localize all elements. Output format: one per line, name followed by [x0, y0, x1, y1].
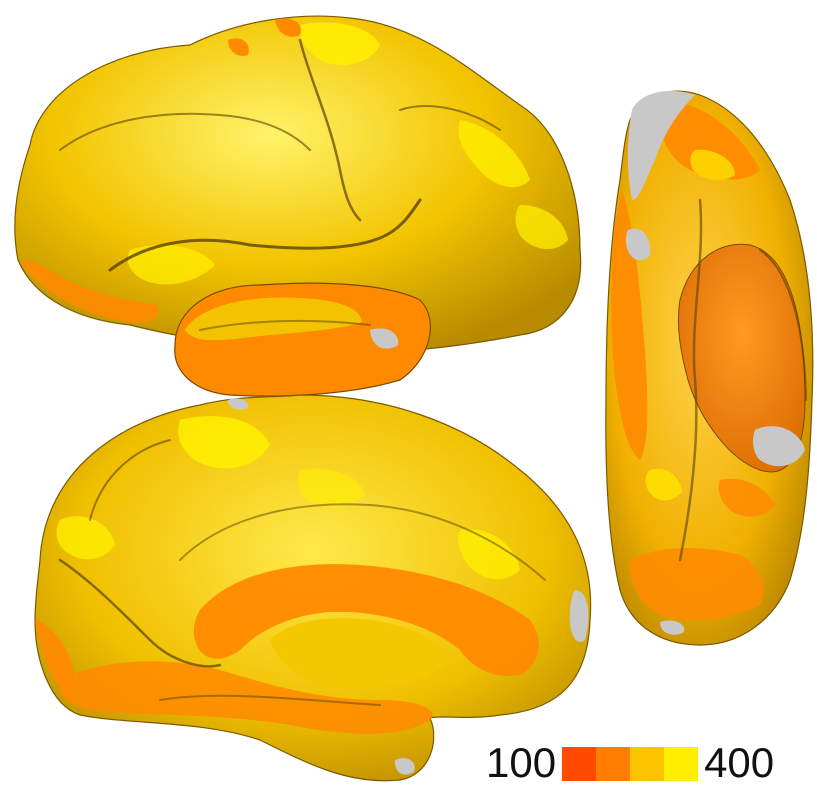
lateral-view: [14, 15, 582, 397]
ventral-high-patch: [645, 468, 682, 501]
lateral-high-patch-1: [299, 22, 380, 65]
medial-high-patch-1: [178, 416, 270, 469]
legend-min-label: 100: [486, 739, 557, 786]
ventral-fold-edge: [759, 249, 807, 401]
legend-swatch-3: [630, 747, 665, 781]
ventral-view: [605, 90, 814, 646]
ventral-orbital-yellow-patch: [690, 149, 735, 181]
medial-inner-yellow-region: [270, 618, 450, 689]
lateral-high-patch-2: [458, 120, 530, 188]
medial-cingulate-orange-band: [193, 564, 539, 676]
medial-left-orange-edge: [35, 620, 76, 700]
legend-color-bar: [562, 747, 699, 781]
lateral-orange-spot-2: [228, 38, 249, 56]
ventral-collateral-sulcus: [678, 198, 703, 562]
lateral-orange-spot-1: [275, 18, 301, 37]
legend-swatch-1: [562, 747, 597, 781]
medial-high-patch-2: [56, 516, 115, 560]
color-scale-legend: 100 400: [486, 740, 774, 786]
medial-inferior-orange-region: [59, 661, 433, 734]
legend-swatch-4: [664, 747, 699, 781]
medial-gray-spot-posterior: [569, 590, 589, 642]
lateral-sylvian-fissure: [108, 198, 422, 272]
medial-cingulate-sulcus: [179, 503, 546, 581]
medial-temporal-fold: [159, 694, 381, 706]
lateral-parietal-sulcus: [399, 105, 501, 131]
ventral-mid-orange-region: [718, 478, 775, 517]
ventral-lateral-orange-strip: [611, 190, 648, 460]
lateral-gray-spot: [370, 328, 399, 349]
medial-gray-spot-inferior: [394, 758, 415, 775]
lateral-high-patch-4: [515, 205, 568, 250]
medial-calcarine-sulcus: [58, 558, 222, 668]
legend-max-label: 400: [704, 739, 775, 786]
ventral-inferior-orange-region: [629, 548, 764, 621]
ventral-gray-region-top: [627, 90, 695, 200]
lateral-high-patch-3: [127, 245, 215, 285]
lateral-temporal-sulcus: [199, 319, 371, 331]
ventral-orbital-orange-region: [659, 100, 760, 180]
ventral-gray-spot-bottom: [660, 620, 685, 635]
medial-high-patch-4: [297, 468, 365, 507]
medial-parieto-occipital-sulcus: [89, 439, 171, 521]
medial-high-patch-3: [457, 529, 520, 580]
lateral-inferior-orange-region: [20, 260, 159, 323]
legend-swatch-2: [596, 747, 631, 781]
lateral-frontal-sulcus: [59, 112, 311, 151]
ventral-gray-spot-right: [753, 426, 805, 467]
ventral-gray-spot-left: [625, 228, 651, 261]
medial-view: [34, 394, 592, 782]
lateral-central-sulcus: [298, 38, 362, 222]
lateral-temporal-yellow-patch: [185, 297, 362, 341]
medial-gray-spot-top: [228, 398, 249, 410]
